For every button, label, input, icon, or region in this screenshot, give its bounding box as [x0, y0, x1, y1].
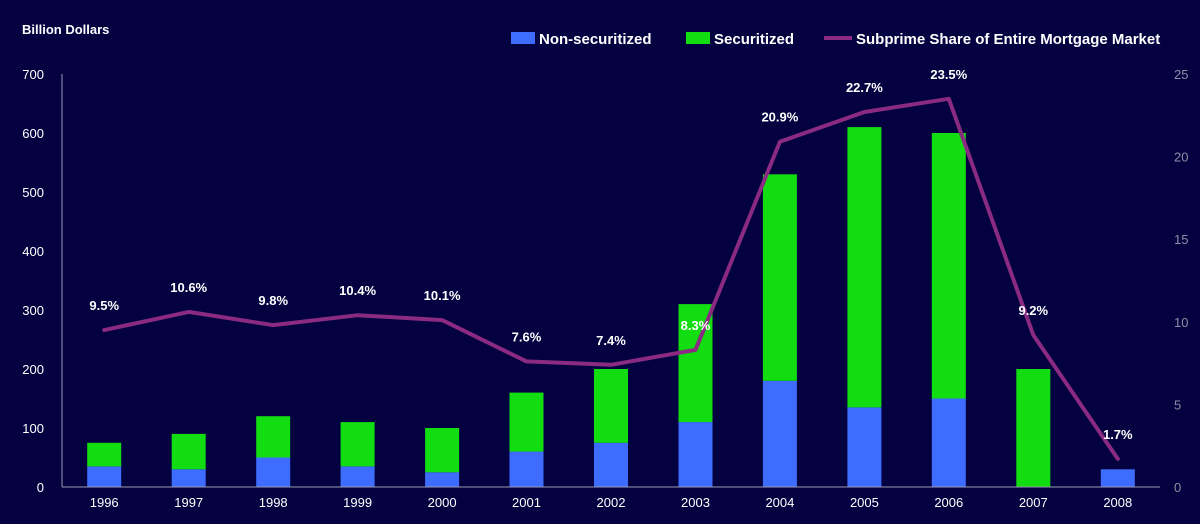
- x-tick-label: 2006: [934, 495, 963, 510]
- x-tick-label: 1999: [343, 495, 372, 510]
- y-tick-label: 700: [22, 67, 44, 82]
- bar-securitized-2001: [509, 392, 544, 452]
- share-labels-layer: 9.5% 10.6% 9.8% 10.4% 10.1% 7.6% 7.4% 8.3% 20.9%…: [89, 67, 1133, 442]
- y-tick-label: 200: [22, 362, 44, 377]
- share-label-2005: 22.7%: [846, 80, 883, 95]
- y-tick-label: 400: [22, 244, 44, 259]
- share-line-layer: [102, 96, 1120, 461]
- y-tick-label: 600: [22, 126, 44, 141]
- share-label-1996: 9.5%: [89, 298, 119, 313]
- x-tick-label: 1996: [90, 495, 119, 510]
- bar-securitized-2004: [762, 174, 797, 381]
- legend-label-subprime-share: Subprime Share of Entire Mortgage Market: [856, 31, 1160, 48]
- x-axis-ticks: 1996 1997 1998 1999 2000 2001 2002 2003 2004 2005…: [90, 495, 1133, 510]
- bar-securitized-2000: [425, 428, 460, 473]
- bar-non-securitized-1998: [256, 457, 291, 487]
- legend: Non-securitized Securitized Subprime Sha…: [511, 31, 1160, 48]
- y2-tick-label: 10: [1174, 315, 1188, 330]
- x-tick-label: 2005: [850, 495, 879, 510]
- bar-securitized-2002: [594, 369, 628, 443]
- bar-non-securitized-2005: [847, 407, 882, 487]
- bar-securitized-1998: [256, 416, 291, 458]
- bar-non-securitized-2000: [425, 472, 460, 488]
- share-label-2001: 7.6%: [512, 329, 542, 344]
- x-tick-label: 1998: [259, 495, 288, 510]
- right-axis-ticks: 0 5 10 15 20 25: [1174, 67, 1188, 495]
- y-tick-label: 500: [22, 185, 44, 200]
- share-label-1998: 9.8%: [258, 293, 288, 308]
- y-tick-label: 0: [37, 480, 44, 495]
- y-tick-label: 100: [22, 421, 44, 436]
- x-tick-label: 2000: [428, 495, 457, 510]
- y2-tick-label: 25: [1174, 67, 1188, 82]
- share-label-1999: 10.4%: [339, 283, 376, 298]
- share-label-2000: 10.1%: [424, 288, 461, 303]
- bar-non-securitized-2002: [594, 442, 628, 488]
- subprime-share-line: [102, 96, 1120, 461]
- legend-swatch-non-securitized: [511, 32, 535, 44]
- bar-non-securitized-2006: [931, 398, 966, 487]
- bar-non-securitized-2001: [509, 451, 544, 487]
- x-tick-label: 2002: [597, 495, 626, 510]
- left-axis-ticks: 0 100 200 300 400 500 600 700: [22, 67, 44, 495]
- y2-tick-label: 5: [1174, 397, 1181, 412]
- bar-non-securitized-2003: [678, 422, 713, 487]
- x-tick-label: 2007: [1019, 495, 1048, 510]
- share-label-1997: 10.6%: [170, 280, 207, 295]
- x-tick-label: 2008: [1103, 495, 1132, 510]
- bar-securitized-2005: [847, 127, 882, 408]
- y-axis-unit-label: Billion Dollars: [22, 22, 109, 37]
- share-label-2003: 8.3%: [681, 318, 711, 333]
- bar-non-securitized-1997: [171, 469, 206, 487]
- bar-securitized-2007: [1016, 369, 1051, 487]
- y2-tick-label: 15: [1174, 232, 1188, 247]
- legend-swatch-securitized: [686, 32, 710, 44]
- bar-non-securitized-2004: [762, 380, 797, 487]
- bar-securitized-1999: [340, 422, 375, 467]
- share-label-2008: 1.7%: [1103, 427, 1133, 442]
- share-label-2006: 23.5%: [930, 67, 967, 82]
- share-label-2007: 9.2%: [1018, 303, 1048, 318]
- bar-securitized-2006: [931, 133, 966, 399]
- y-tick-label: 300: [22, 303, 44, 318]
- bar-non-securitized-2008: [1100, 469, 1135, 487]
- x-tick-label: 2001: [512, 495, 541, 510]
- x-tick-label: 2003: [681, 495, 710, 510]
- x-tick-label: 2004: [765, 495, 794, 510]
- share-label-2002: 7.4%: [596, 333, 626, 348]
- x-tick-label: 1997: [174, 495, 203, 510]
- bar-non-securitized-1999: [340, 466, 375, 487]
- bar-non-securitized-1996: [87, 466, 122, 487]
- bar-securitized-1996: [87, 442, 122, 467]
- y2-tick-label: 0: [1174, 480, 1181, 495]
- legend-label-non-securitized: Non-securitized: [539, 31, 652, 48]
- legend-label-securitized: Securitized: [714, 31, 794, 48]
- share-label-2004: 20.9%: [761, 110, 798, 125]
- bar-securitized-1997: [171, 433, 206, 470]
- y2-tick-label: 20: [1174, 150, 1188, 165]
- bars-layer: [87, 127, 1135, 488]
